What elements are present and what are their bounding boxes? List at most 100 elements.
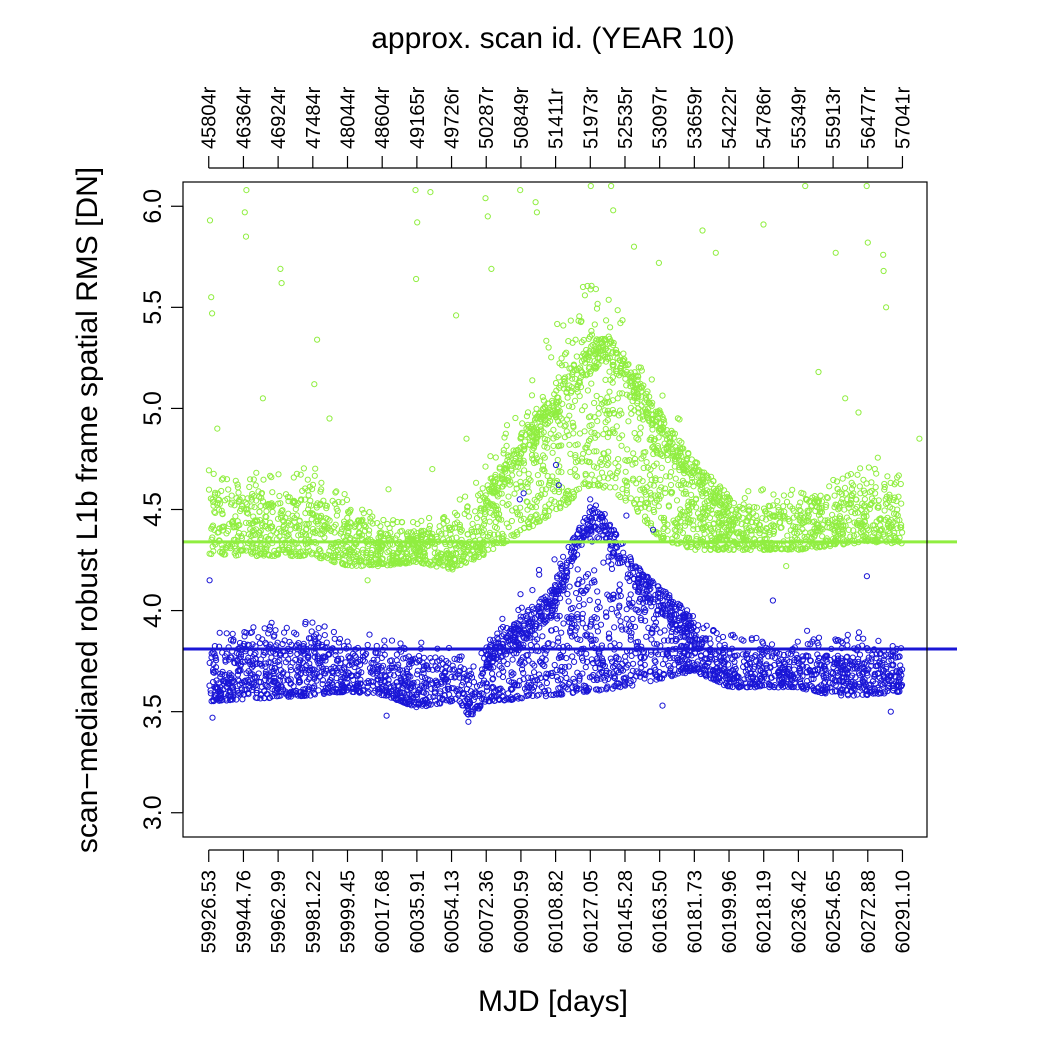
data-point	[629, 382, 636, 389]
data-point	[490, 545, 497, 553]
data-point	[632, 459, 639, 467]
data-point	[688, 636, 695, 643]
data-point	[650, 437, 658, 444]
data-point	[621, 477, 629, 484]
data-point	[580, 336, 587, 344]
data-point	[534, 472, 542, 479]
data-point	[618, 623, 625, 630]
data-point	[785, 516, 792, 523]
data-point	[377, 530, 384, 537]
data-point	[890, 687, 897, 694]
data-point	[509, 507, 516, 514]
data-point	[313, 504, 320, 511]
data-point	[240, 547, 247, 554]
data-point	[262, 670, 269, 677]
data-point	[590, 659, 597, 667]
data-point	[557, 505, 564, 512]
data-point	[643, 390, 650, 397]
data-point	[565, 373, 572, 380]
data-point	[253, 674, 260, 681]
data-point	[277, 500, 284, 507]
data-point	[880, 531, 887, 538]
data-point	[760, 505, 768, 512]
data-point	[625, 418, 632, 425]
data-point	[313, 677, 320, 684]
data-point	[623, 664, 630, 671]
data-point	[255, 488, 262, 495]
data-point	[599, 662, 606, 669]
data-point	[233, 495, 240, 502]
data-point	[293, 550, 300, 558]
data-point	[286, 549, 293, 556]
data-point	[672, 519, 680, 527]
data-point	[501, 434, 508, 441]
data-point	[510, 451, 518, 458]
data-point	[306, 483, 313, 490]
data-point	[790, 514, 797, 521]
data-point	[681, 522, 689, 529]
data-point	[458, 549, 465, 556]
data-point	[696, 515, 703, 522]
data-point	[302, 621, 309, 628]
data-point	[591, 321, 598, 328]
data-point	[656, 419, 663, 427]
data-point	[543, 337, 550, 344]
data-point	[642, 513, 649, 520]
data-point	[848, 479, 855, 486]
data-point	[844, 642, 851, 649]
outlier-point	[414, 219, 421, 226]
data-point	[844, 653, 851, 660]
outlier-point	[517, 187, 524, 194]
data-point	[799, 545, 807, 552]
data-point	[680, 490, 687, 497]
data-point	[452, 673, 459, 680]
data-point	[808, 543, 816, 550]
data-point	[583, 633, 590, 640]
data-point	[503, 422, 511, 429]
data-point	[577, 364, 584, 371]
data-point	[468, 556, 475, 563]
data-point	[745, 488, 752, 495]
data-point	[366, 527, 373, 534]
data-point	[535, 518, 542, 525]
data-point	[431, 690, 439, 697]
data-point	[564, 491, 571, 498]
data-point	[251, 651, 258, 658]
data-point	[646, 668, 654, 675]
data-point	[600, 559, 607, 566]
data-point	[243, 501, 250, 508]
data-point	[438, 551, 445, 558]
data-point	[498, 471, 506, 478]
data-point	[660, 516, 667, 524]
data-point	[898, 521, 905, 529]
data-point	[220, 475, 227, 482]
data-point	[715, 546, 723, 553]
data-point	[236, 496, 243, 503]
data-point	[894, 474, 901, 481]
data-point	[588, 380, 595, 387]
data-point	[775, 504, 782, 511]
data-point	[682, 488, 689, 495]
data-point	[685, 465, 692, 473]
data-point	[581, 292, 589, 299]
data-point	[473, 683, 481, 690]
data-point	[651, 640, 658, 647]
data-point	[521, 445, 528, 452]
data-point	[817, 515, 824, 522]
data-point	[609, 361, 616, 368]
data-point	[206, 659, 213, 667]
data-point	[622, 653, 629, 660]
outlier-point	[802, 182, 809, 190]
data-point	[702, 523, 710, 530]
data-point	[525, 475, 533, 482]
data-point	[729, 522, 737, 529]
data-point	[863, 480, 870, 487]
data-point	[258, 494, 265, 502]
data-point	[680, 445, 687, 452]
data-point	[748, 635, 755, 642]
data-point	[541, 454, 548, 461]
data-point	[651, 492, 658, 499]
data-point	[614, 307, 621, 314]
data-point	[654, 408, 662, 415]
data-point	[235, 489, 242, 496]
